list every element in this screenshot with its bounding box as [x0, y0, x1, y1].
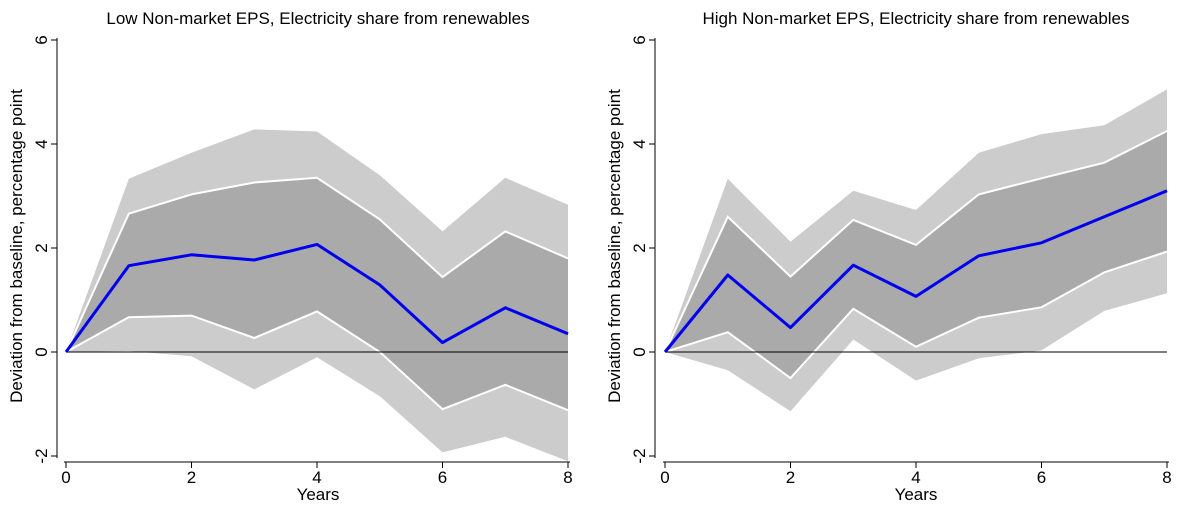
y-tick-label: -2 — [32, 448, 51, 463]
chart-title: Low Non-market EPS, Electricity share fr… — [106, 9, 529, 28]
x-axis-label: Years — [895, 485, 938, 504]
y-tick-label: 0 — [32, 347, 51, 356]
y-tick-label: 6 — [32, 35, 51, 44]
y-tick-label: -2 — [630, 448, 649, 463]
x-tick-label: 2 — [187, 468, 196, 487]
inner-confidence-band — [665, 131, 1167, 378]
inner-band-lower-line — [664, 250, 1168, 380]
y-tick-label: 6 — [630, 35, 649, 44]
inner-band-upper-line — [65, 176, 569, 353]
x-tick-label: 4 — [312, 468, 321, 487]
x-axis-label: Years — [297, 485, 340, 504]
x-tick-label: 0 — [660, 468, 669, 487]
x-tick-label: 8 — [1162, 468, 1171, 487]
y-tick-label: 4 — [630, 139, 649, 148]
y-axis-label: Deviation from baseline, percentage poin… — [7, 89, 26, 403]
x-tick-label: 0 — [61, 468, 70, 487]
y-tick-label: 0 — [630, 347, 649, 356]
panel-low-non-market-eps: Low Non-market EPS, Electricity share fr… — [7, 9, 573, 504]
x-tick-label: 6 — [438, 468, 447, 487]
estimate-line — [663, 189, 1168, 353]
x-tick-label: 2 — [786, 468, 795, 487]
panel-high-non-market-eps: High Non-market EPS, Electricity share f… — [605, 9, 1172, 504]
chart-title: High Non-market EPS, Electricity share f… — [702, 9, 1129, 28]
inner-band-upper-line — [664, 130, 1168, 353]
x-tick-label: 6 — [1037, 468, 1046, 487]
x-tick-label: 4 — [911, 468, 920, 487]
y-axis-label: Deviation from baseline, percentage poin… — [605, 89, 624, 403]
x-tick-label: 8 — [563, 468, 572, 487]
inner-band-lower-line — [65, 310, 569, 412]
y-tick-label: 2 — [630, 243, 649, 252]
estimate-line — [64, 242, 569, 353]
y-tick-label: 2 — [32, 243, 51, 252]
y-tick-label: 4 — [32, 139, 51, 148]
